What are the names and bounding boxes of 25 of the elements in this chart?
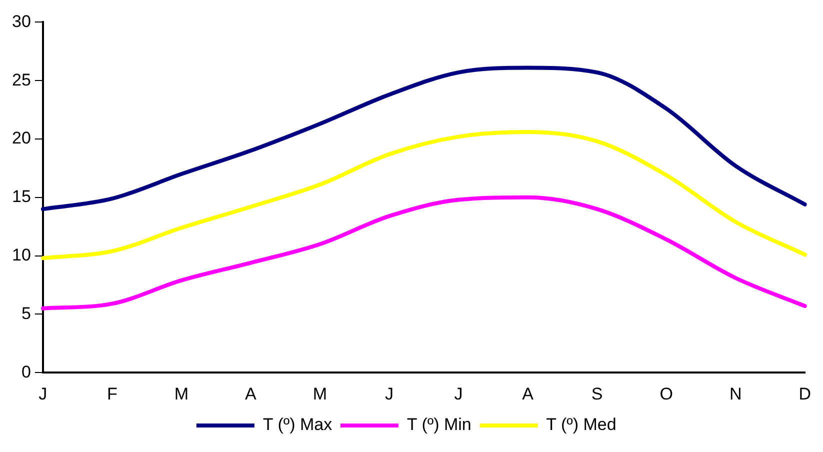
x-tick-label: J — [385, 384, 394, 404]
y-tick-label: 10 — [12, 245, 31, 264]
y-tick-label: 15 — [12, 187, 31, 206]
y-tick-label: 0 — [21, 362, 31, 382]
y-tick-label: 20 — [12, 128, 31, 148]
line-series — [40, 195, 807, 310]
x-tick-label: M — [174, 384, 189, 404]
x-tick-label: D — [798, 384, 811, 404]
legend-label: T (º) Min — [406, 415, 472, 434]
legend-label: T (º) Med — [546, 415, 616, 434]
y-tick-label: 25 — [12, 70, 31, 90]
x-tick-label: O — [660, 384, 673, 404]
y-tick-label: 30 — [12, 12, 31, 31]
legend-label: T (º) Max — [262, 415, 333, 434]
y-tick-label: 5 — [21, 304, 31, 323]
x-tick-label: S — [591, 384, 603, 404]
x-tick-label: A — [245, 384, 258, 404]
x-tick-label: J — [454, 384, 463, 404]
x-tick-label: F — [106, 384, 118, 404]
x-tick-label: J — [38, 384, 48, 404]
line-series — [40, 66, 807, 212]
x-tick-label: A — [522, 384, 534, 404]
x-tick-label: N — [729, 384, 742, 404]
x-tick-label: M — [312, 384, 328, 404]
line-series — [40, 130, 807, 260]
